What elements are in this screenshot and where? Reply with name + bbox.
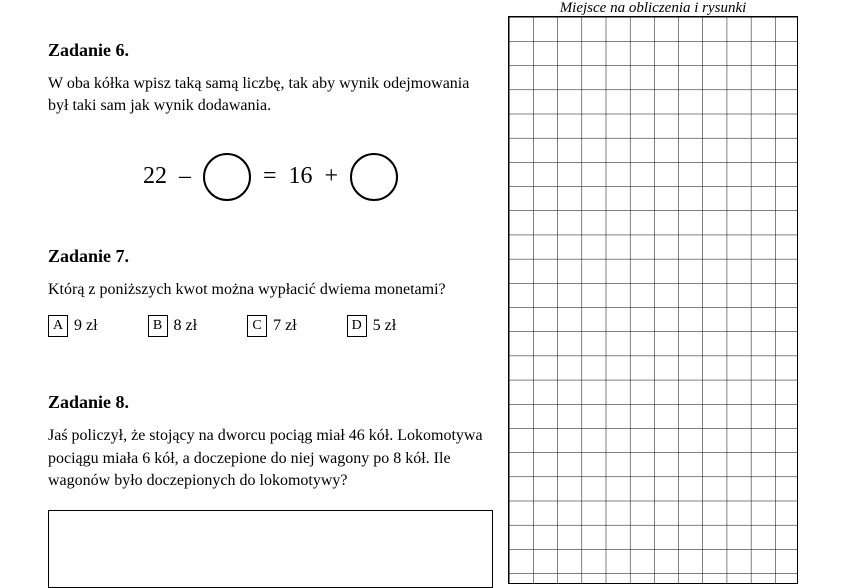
eq-equals: = xyxy=(263,163,277,190)
option-b[interactable]: B 8 zł xyxy=(148,315,198,337)
option-c-label: 7 zł xyxy=(273,317,297,335)
task7-text: Którą z poniższych kwot można wypłacić d… xyxy=(48,279,493,301)
option-b-letter: B xyxy=(148,315,168,337)
task7-options: A 9 zł B 8 zł C 7 zł D 5 zł xyxy=(48,315,493,337)
eq-left-op: – xyxy=(179,163,191,190)
eq-left-value: 22 xyxy=(143,163,167,190)
task6-text: W oba kółka wpisz taką samą liczbę, tak … xyxy=(48,73,493,118)
option-c-letter: C xyxy=(247,315,267,337)
eq-circle-left[interactable] xyxy=(203,153,251,201)
eq-right-op: + xyxy=(325,163,339,190)
option-c[interactable]: C 7 zł xyxy=(247,315,297,337)
grid-cells xyxy=(509,17,797,583)
task8-answer-box[interactable] xyxy=(48,510,493,588)
task8-title: Zadanie 8. xyxy=(48,392,493,413)
tasks-column: Zadanie 6. W oba kółka wpisz taką samą l… xyxy=(48,40,493,588)
option-a-letter: A xyxy=(48,315,68,337)
task7: Zadanie 7. Którą z poniższych kwot można… xyxy=(48,246,493,337)
task6-equation: 22 – = 16 + xyxy=(48,153,493,201)
eq-right-value: 16 xyxy=(289,163,313,190)
task8-text: Jaś policzył, że stojący na dworcu pocią… xyxy=(48,425,493,492)
option-b-label: 8 zł xyxy=(174,317,198,335)
task8: Zadanie 8. Jaś policzył, że stojący na d… xyxy=(48,392,493,588)
option-d-label: 5 zł xyxy=(373,317,397,335)
task6: Zadanie 6. W oba kółka wpisz taką samą l… xyxy=(48,40,493,201)
task7-title: Zadanie 7. xyxy=(48,246,493,267)
option-d[interactable]: D 5 zł xyxy=(347,315,397,337)
option-a[interactable]: A 9 zł xyxy=(48,315,98,337)
task6-title: Zadanie 6. xyxy=(48,40,493,61)
calculation-grid xyxy=(508,16,798,584)
grid-header: Miejsce na obliczenia i rysunki xyxy=(508,0,798,17)
eq-circle-right[interactable] xyxy=(350,153,398,201)
option-a-label: 9 zł xyxy=(74,317,98,335)
option-d-letter: D xyxy=(347,315,367,337)
